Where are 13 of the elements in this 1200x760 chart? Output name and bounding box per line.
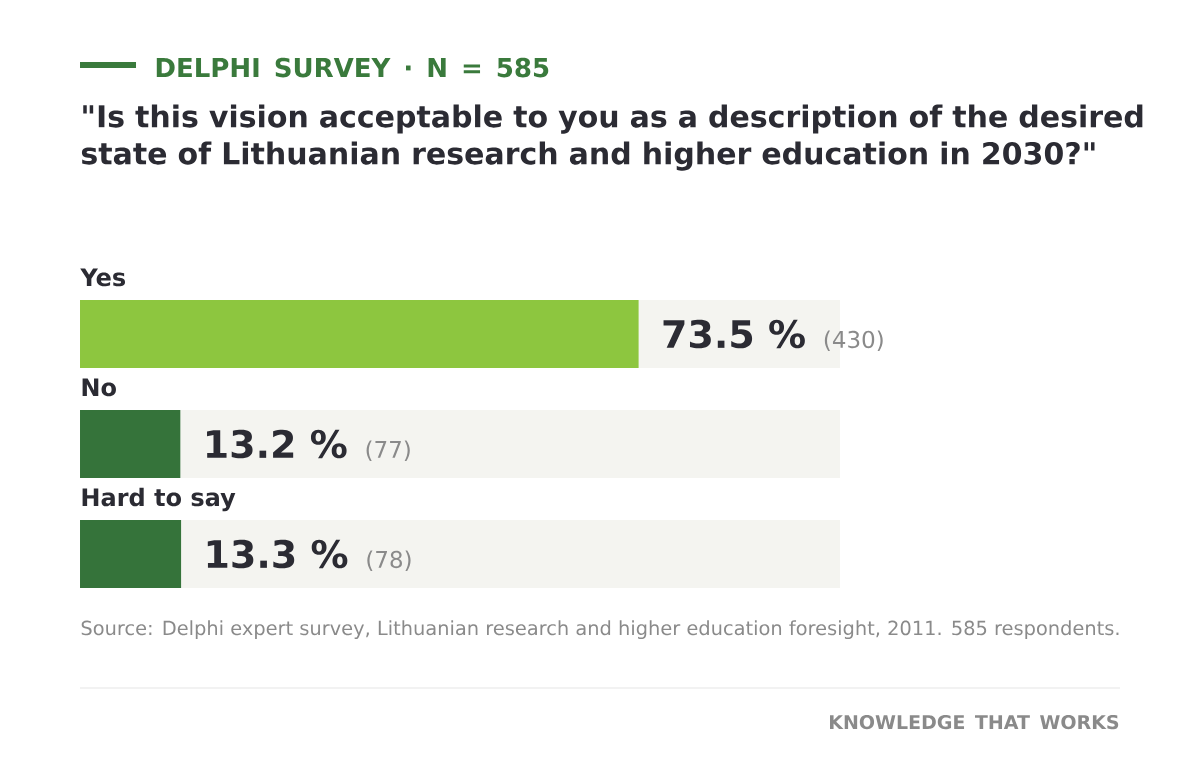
chart-title: DELPHI SURVEY · N = 585 <box>156 57 549 78</box>
annotation: (77) <box>366 440 410 461</box>
chart-subtitle: "Is this vision acceptable to you as a description of the desired state of Lithuanian research and higher education in 2030?" <box>81 104 1143 171</box>
data-label: 13.2 % <box>207 429 347 459</box>
annotation: (78) <box>367 550 411 571</box>
source-note: Source: Delphi expert survey, Lithuanian research and higher education foresight, 2011. 585 respondents. <box>81 620 1119 640</box>
data-label: 73.5 % <box>663 319 805 349</box>
text: KNOWLEDGE THAT WORKS <box>830 714 1119 730</box>
y-tick-label: No <box>82 378 116 397</box>
y-tick-label: Hard to say <box>82 487 236 512</box>
data-label: 13.3 % <box>207 539 348 569</box>
annotation: (430) <box>824 330 883 351</box>
y-tick-label: Yes <box>80 268 126 287</box>
